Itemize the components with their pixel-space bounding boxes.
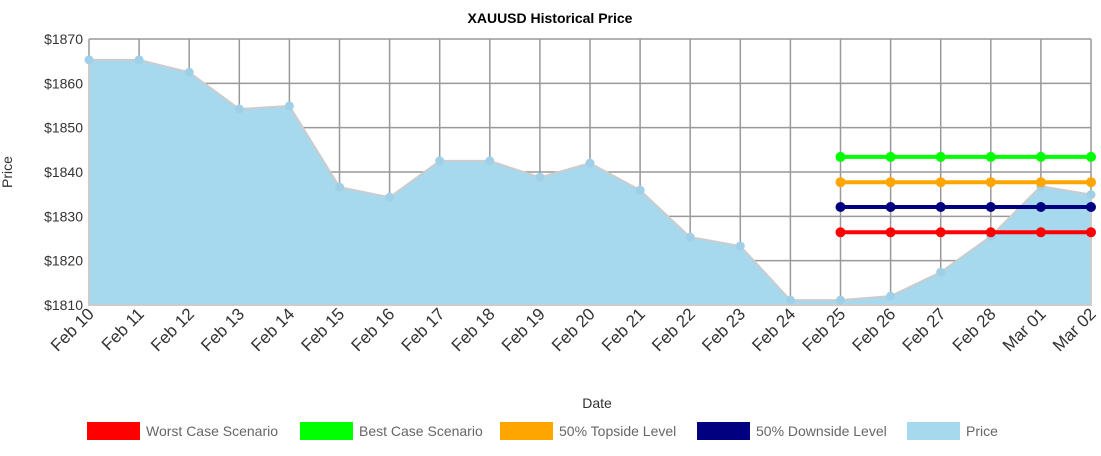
scenario-point — [835, 202, 846, 213]
legend-swatch — [87, 422, 140, 440]
scenario-point — [885, 227, 896, 238]
legend-label: Price — [966, 423, 998, 439]
scenario-point — [985, 202, 996, 213]
x-tick-label: Feb 12 — [147, 304, 198, 355]
scenario-point — [985, 227, 996, 238]
legend-swatch — [500, 422, 553, 440]
scenario-point — [835, 151, 846, 162]
legend-label: 50% Downside Level — [756, 423, 887, 439]
y-tick-label: $1820 — [44, 253, 83, 269]
scenario-point — [935, 227, 946, 238]
price-point — [836, 295, 845, 305]
price-point — [284, 101, 294, 111]
price-point — [785, 295, 795, 305]
price-point — [635, 185, 645, 195]
x-tick-label: Feb 25 — [798, 304, 849, 355]
price-point — [735, 241, 745, 251]
x-tick-label: Feb 17 — [398, 304, 449, 355]
scenario-point — [1035, 227, 1046, 238]
x-tick-label: Mar 01 — [999, 304, 1050, 355]
y-tick-label: $1830 — [44, 208, 83, 224]
chart-title: XAUUSD Historical Price — [468, 10, 633, 26]
scenario-point — [885, 177, 896, 188]
y-tick-label: $1860 — [44, 75, 83, 91]
price-area — [88, 58, 1092, 306]
legend-label: 50% Topside Level — [559, 423, 676, 439]
price-point — [685, 232, 695, 242]
price-point — [84, 55, 94, 65]
price-point — [184, 67, 194, 77]
y-tick-label: $1840 — [44, 164, 83, 180]
x-tick-label: Feb 23 — [698, 304, 749, 355]
x-tick-label: Feb 13 — [197, 304, 248, 355]
legend-label: Best Case Scenario — [359, 423, 483, 439]
x-tick-label: Feb 18 — [448, 304, 499, 355]
legend-swatch — [300, 422, 353, 440]
scenario-point — [985, 177, 996, 188]
x-tick-label: Feb 16 — [348, 304, 399, 355]
price-point — [1086, 190, 1096, 200]
x-tick-label: Feb 14 — [247, 304, 298, 355]
x-axis-label: Date — [582, 395, 612, 411]
x-tick-label: Feb 11 — [98, 304, 148, 354]
x-tick-label: Feb 24 — [748, 304, 799, 355]
scenario-point — [1086, 177, 1096, 188]
scenario-point — [1086, 227, 1096, 238]
scenario-point — [935, 151, 946, 162]
price-point — [886, 291, 896, 301]
x-tick-label: Feb 15 — [297, 304, 348, 355]
x-tick-label: Mar 02 — [1049, 304, 1100, 355]
y-tick-label: $1810 — [44, 297, 83, 313]
scenario-point — [985, 151, 996, 162]
legend-swatch — [907, 422, 960, 440]
scenario-point — [1086, 202, 1096, 213]
scenario-point — [1086, 151, 1096, 162]
price-point — [435, 156, 445, 166]
price-point — [485, 156, 495, 166]
x-tick-label: Feb 19 — [498, 304, 549, 355]
scenario-point — [1035, 177, 1046, 188]
y-tick-label: $1870 — [44, 31, 83, 47]
price-point — [234, 104, 244, 114]
x-tick-label: Feb 26 — [849, 304, 900, 355]
x-tick-label: Feb 22 — [648, 304, 699, 355]
scenario-point — [835, 227, 846, 238]
price-point — [535, 172, 545, 182]
price-point — [134, 55, 144, 65]
x-tick-label: Feb 21 — [598, 304, 649, 355]
y-axis-label: Price — [0, 156, 15, 188]
scenario-point — [1035, 202, 1046, 213]
scenario-point — [885, 151, 896, 162]
legend-label: Worst Case Scenario — [146, 423, 278, 439]
price-point — [385, 192, 395, 202]
scenario-point — [1035, 151, 1046, 162]
price-point — [936, 267, 946, 277]
scenario-point — [885, 202, 896, 213]
price-point — [335, 182, 344, 192]
scenario-point — [835, 177, 846, 188]
scenario-point — [935, 177, 946, 188]
x-tick-label: Feb 20 — [548, 304, 599, 355]
price-point — [585, 158, 595, 168]
y-tick-label: $1850 — [44, 120, 83, 136]
legend-swatch — [697, 422, 750, 440]
scenario-point — [935, 202, 946, 213]
x-tick-label: Feb 27 — [899, 304, 950, 355]
x-tick-label: Feb 28 — [949, 304, 1000, 355]
